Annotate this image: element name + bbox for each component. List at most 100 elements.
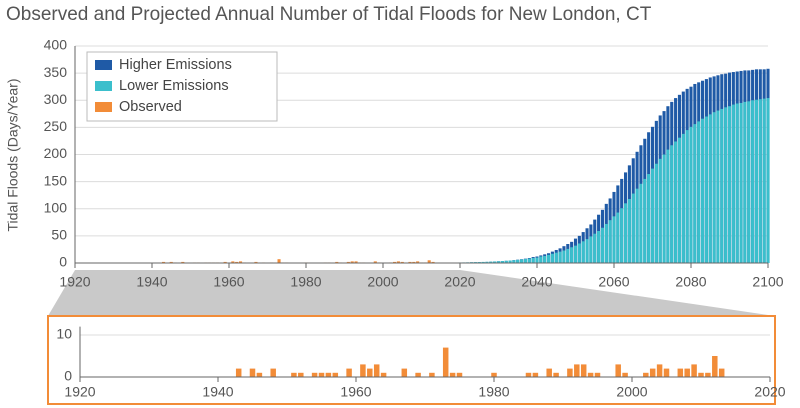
bar [585, 239, 589, 263]
bar [754, 99, 758, 264]
legend: Higher Emissions Lower Emissions Observed [86, 51, 278, 122]
bar [677, 137, 681, 263]
bar [249, 368, 256, 377]
x-tick-label: 1920 [64, 384, 95, 400]
y-tick-label: 400 [44, 37, 68, 53]
bar [449, 372, 456, 377]
legend-swatch [95, 60, 112, 70]
bar [577, 243, 581, 263]
bar [620, 208, 624, 263]
inset-frame [47, 315, 776, 405]
bar [367, 368, 373, 377]
bar [712, 356, 718, 377]
bar [587, 372, 594, 377]
bar [574, 364, 580, 377]
bar [256, 372, 263, 377]
bar [415, 372, 421, 377]
bar [408, 261, 412, 263]
x-tick-label: 2100 [752, 274, 783, 290]
bar [597, 230, 601, 263]
bar [739, 102, 743, 264]
bar [325, 372, 332, 377]
x-tick-label: 2080 [675, 274, 706, 290]
bar [239, 261, 243, 263]
bar [456, 372, 463, 377]
bar [277, 259, 281, 263]
bar [512, 260, 516, 263]
bar [481, 261, 485, 263]
bar [570, 247, 574, 263]
bar [600, 227, 604, 263]
bar [670, 145, 674, 263]
bar [516, 259, 520, 263]
bar [504, 260, 508, 263]
bar [647, 174, 651, 263]
bar [684, 368, 690, 377]
bar [235, 368, 242, 377]
bar [656, 364, 663, 377]
bar [612, 216, 616, 263]
bar [751, 100, 755, 263]
x-tick-label: 1940 [136, 274, 167, 290]
bar [604, 223, 608, 263]
bar [643, 178, 647, 263]
bar [332, 372, 339, 377]
bar [691, 364, 697, 377]
legend-label: Lower Emissions [119, 78, 229, 94]
bar [666, 149, 670, 263]
bar [500, 261, 504, 263]
bar [400, 261, 404, 263]
bar [416, 261, 420, 263]
bar [639, 183, 643, 263]
bar [496, 261, 501, 263]
bar [635, 188, 639, 263]
bar [169, 261, 173, 263]
bar [712, 112, 716, 263]
x-tick-label: 2060 [598, 274, 629, 290]
bar [697, 121, 701, 263]
bar [254, 261, 258, 263]
bar [615, 364, 621, 377]
bar [735, 103, 739, 263]
bar [616, 212, 620, 263]
bar [608, 220, 612, 263]
bar [427, 260, 431, 263]
bar [701, 118, 705, 263]
bar [566, 248, 570, 263]
bar [674, 141, 678, 263]
bar [393, 261, 397, 263]
y-tick-label: 10 [56, 326, 72, 342]
bar [658, 158, 662, 263]
bar [485, 261, 489, 263]
bar [523, 259, 527, 263]
bar [581, 241, 585, 263]
bar [181, 261, 185, 263]
x-tick-label: 2020 [754, 384, 785, 400]
bar [235, 261, 239, 263]
y-tick-label: 250 [44, 118, 68, 134]
bar [298, 372, 304, 377]
bar [270, 368, 276, 377]
bar [562, 250, 566, 263]
bar [543, 255, 547, 263]
x-tick-label: 1960 [340, 384, 371, 400]
bar [747, 101, 751, 264]
bar [766, 98, 770, 263]
chart-title: Observed and Projected Annual Number of … [6, 4, 652, 25]
x-tick-label: 1940 [202, 384, 233, 400]
x-tick-label: 1980 [290, 274, 321, 290]
bar [493, 261, 497, 263]
bar [429, 372, 435, 377]
bar [693, 124, 697, 264]
bar [758, 99, 762, 263]
bar [553, 372, 559, 377]
y-axis-label: Tidal Floods (Days/Year) [5, 78, 21, 231]
bar [527, 258, 531, 263]
bar [649, 368, 656, 377]
bar [580, 364, 587, 377]
legend-label: Observed [119, 99, 182, 115]
bar [380, 372, 387, 377]
bar [698, 372, 704, 377]
bar [401, 368, 408, 377]
